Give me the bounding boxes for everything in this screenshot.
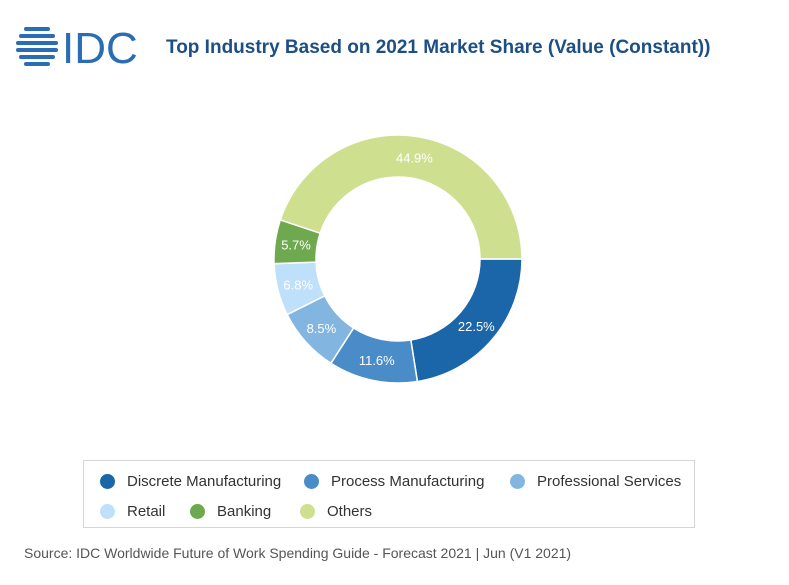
legend-label: Banking	[217, 503, 272, 520]
legend-marker-icon	[100, 504, 115, 519]
legend-item-process-manufacturing[interactable]: Process Manufacturing	[304, 473, 484, 490]
donut-chart: 22.5% 11.6% 8.5% 6.8% 5.7% 44.9%	[273, 134, 523, 384]
source-note: Source: IDC Worldwide Future of Work Spe…	[24, 545, 572, 561]
legend-marker-icon	[190, 504, 205, 519]
data-label: 6.8%	[283, 278, 313, 293]
chart-title: Top Industry Based on 2021 Market Share …	[166, 37, 711, 58]
legend-label: Process Manufacturing	[331, 473, 485, 490]
data-label: 44.9%	[396, 150, 433, 165]
legend-marker-icon	[300, 504, 315, 519]
legend-item-professional-services[interactable]: Professional Services	[510, 473, 681, 490]
legend-item-discrete-manufacturing[interactable]: Discrete Manufacturing	[100, 473, 281, 490]
idc-logo: IDC	[16, 25, 138, 69]
legend-marker-icon	[304, 474, 319, 489]
chart-legend: Discrete Manufacturing Process Manufactur…	[83, 460, 695, 528]
logo-globe-icon	[16, 27, 58, 66]
legend-label: Discrete Manufacturing	[127, 473, 282, 490]
data-label: 22.5%	[458, 319, 495, 334]
logo-text: IDC	[62, 25, 138, 69]
data-label: 8.5%	[307, 321, 337, 336]
legend-label: Retail	[127, 503, 166, 520]
data-label: 5.7%	[281, 237, 311, 252]
legend-item-retail[interactable]: Retail	[100, 503, 165, 520]
donut-slice-others[interactable]	[279, 134, 523, 260]
legend-marker-icon	[510, 474, 525, 489]
legend-marker-icon	[100, 474, 115, 489]
legend-label: Professional Services	[537, 473, 682, 490]
legend-item-others[interactable]: Others	[300, 503, 372, 520]
data-label: 11.6%	[359, 353, 395, 368]
legend-item-banking[interactable]: Banking	[190, 503, 271, 520]
legend-label: Others	[327, 503, 373, 520]
